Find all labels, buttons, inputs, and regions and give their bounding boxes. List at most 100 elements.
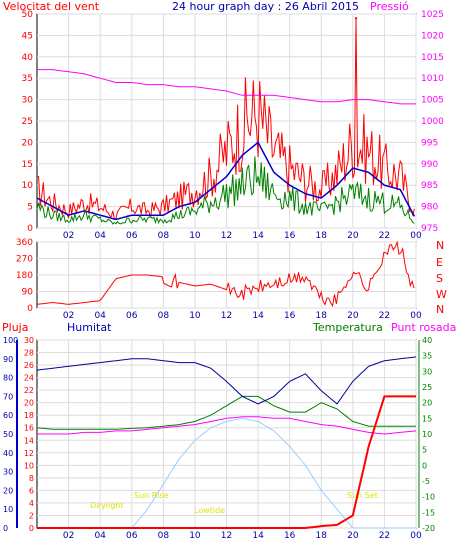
humidity-tick-label: 10 <box>3 505 13 514</box>
x-tick-label: 10 <box>189 231 201 241</box>
x-tick-label: 06 <box>126 311 138 321</box>
rain-tick-label: 28 <box>24 349 34 358</box>
temperature-tick-label: -5 <box>422 477 430 486</box>
rain-tick-label: 16 <box>24 424 34 433</box>
direction-tick-label: 180 <box>16 271 33 281</box>
humidity-label: Humitat <box>67 321 112 334</box>
wind-tick-label: 25 <box>22 117 33 127</box>
daylight-annotation: Daylight <box>90 501 124 510</box>
x-tick-label: 02 <box>63 531 74 541</box>
wind-tick-label: 20 <box>22 138 34 148</box>
x-tick-label: 02 <box>63 311 74 321</box>
compass-label-east: W <box>436 288 447 301</box>
pressure-tick-label: 995 <box>421 138 438 148</box>
x-tick-label: 00 <box>410 231 422 241</box>
rain-tick-label: 10 <box>24 461 34 470</box>
x-tick-label: 08 <box>158 231 170 241</box>
temperature-tick-label: 5 <box>422 446 427 455</box>
x-tick-label: 00 <box>410 531 422 541</box>
pressure-tick-label: 1015 <box>421 53 444 63</box>
pressure-tick-label: 1000 <box>421 117 444 127</box>
x-tick-label: 16 <box>284 311 296 321</box>
rain-tick-label: 6 <box>29 486 34 495</box>
lowtide-annotation: Lowtide <box>194 506 225 515</box>
humidity-tick-label: 100 <box>3 336 18 345</box>
temperature-tick-label: 15 <box>422 414 432 423</box>
pressure-tick-label: 1025 <box>421 10 444 20</box>
rain-tick-label: 20 <box>24 399 34 408</box>
compass-label-west: E <box>436 256 443 269</box>
wind-tick-label: 0 <box>27 224 33 234</box>
x-tick-label: 16 <box>284 231 296 241</box>
humidity-tick-label: 0 <box>3 524 8 533</box>
x-tick-label: 04 <box>94 311 106 321</box>
x-tick-label: 08 <box>158 311 170 321</box>
wind-tick-label: 40 <box>22 53 34 63</box>
direction-tick-label: 90 <box>22 288 34 298</box>
temperature-tick-label: 30 <box>422 367 432 376</box>
temperature-tick-label: 25 <box>422 383 432 392</box>
humidity-line <box>36 356 417 405</box>
x-tick-label: 00 <box>410 311 422 321</box>
temperature-tick-label: 40 <box>422 336 432 345</box>
wind-tick-label: 35 <box>22 74 33 84</box>
x-tick-label: 12 <box>221 311 232 321</box>
pressure-tick-label: 1005 <box>421 96 444 106</box>
x-tick-label: 14 <box>252 231 264 241</box>
x-tick-label: 12 <box>221 531 232 541</box>
x-tick-label: 20 <box>347 311 359 321</box>
x-tick-label: 18 <box>316 231 328 241</box>
temperature-tick-label: -20 <box>422 524 435 533</box>
dewpoint-label: Punt rosada <box>391 321 456 334</box>
x-tick-label: 22 <box>379 531 390 541</box>
rain-tick-label: 30 <box>24 336 34 345</box>
x-tick-label: 06 <box>126 231 138 241</box>
rain-tick-label: 24 <box>24 374 34 383</box>
compass-label-north-bottom: N <box>436 303 444 316</box>
x-tick-label: 06 <box>126 531 138 541</box>
humidity-tick-label: 30 <box>3 468 13 477</box>
pressure-tick-label: 980 <box>421 203 438 213</box>
humidity-tick-label: 80 <box>3 374 13 383</box>
wind-direction-line <box>36 240 415 307</box>
pressure-line <box>37 69 416 105</box>
x-tick-label: 10 <box>189 531 201 541</box>
x-tick-label: 18 <box>316 531 328 541</box>
compass-label-north-top: N <box>436 239 444 252</box>
direction-tick-label: 360 <box>16 238 33 248</box>
rain-tick-label: 12 <box>24 449 34 458</box>
x-tick-label: 10 <box>189 311 201 321</box>
rain-tick-label: 18 <box>24 411 34 420</box>
x-tick-label: 20 <box>347 531 359 541</box>
temperature-tick-label: -10 <box>422 493 435 502</box>
humidity-tick-label: 90 <box>3 355 13 364</box>
rain-tick-label: 8 <box>29 474 34 483</box>
wind-tick-label: 50 <box>22 10 34 20</box>
wind-speed-axis-title: Velocitat del vent <box>3 0 100 13</box>
direction-tick-label: 0 <box>27 304 33 314</box>
pressure-axis-title: Pressió <box>370 0 409 13</box>
x-tick-label: 04 <box>94 531 106 541</box>
compass-label-south: S <box>436 272 443 285</box>
rain-tick-label: 22 <box>24 386 34 395</box>
x-tick-label: 02 <box>63 231 74 241</box>
wind-tick-label: 15 <box>22 160 33 170</box>
humidity-tick-label: 60 <box>3 411 13 420</box>
temperature-tick-label: 35 <box>422 352 432 361</box>
wind-average-line <box>36 141 416 221</box>
x-tick-label: 22 <box>379 311 390 321</box>
chart-title: 24 hour graph day : 26 Abril 2015 <box>172 0 359 13</box>
humidity-tick-label: 40 <box>3 449 13 458</box>
x-tick-label: 14 <box>252 311 264 321</box>
humidity-tick-label: 20 <box>3 486 13 495</box>
rain-label: Pluja <box>2 321 28 334</box>
x-tick-label: 22 <box>379 231 390 241</box>
wind-min-line <box>36 156 415 225</box>
temperature-tick-label: 20 <box>422 399 432 408</box>
temperature-tick-label: 10 <box>422 430 432 439</box>
x-tick-label: 18 <box>316 311 328 321</box>
sunrise-annotation: Sun Rise <box>134 491 169 500</box>
x-tick-label: 04 <box>94 231 106 241</box>
temperature-tick-label: -15 <box>422 508 435 517</box>
rain-tick-label: 0 <box>29 524 34 533</box>
